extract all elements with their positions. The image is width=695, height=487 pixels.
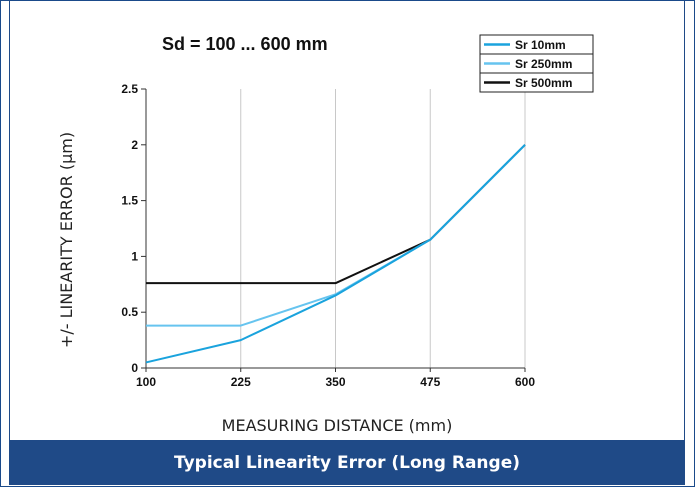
y-tick-label: 0.5 [121, 305, 138, 319]
legend-label: Sr 500mm [515, 76, 572, 90]
series-line-sr-10mm [145, 144, 526, 364]
tick-labels: 0 0.5 1 1.5 2 2.5 100 225 350 475 600 [121, 82, 535, 389]
y-tick-label: 2 [131, 138, 138, 152]
legend-row [479, 72, 594, 93]
y-tick-label: 1.5 [121, 194, 138, 208]
grid [240, 89, 526, 368]
axes [141, 88, 526, 372]
x-tick-label: 100 [136, 375, 156, 389]
legend: Sr 10mm Sr 250mm Sr 500mm [479, 34, 594, 93]
y-tick-label: 0 [131, 361, 138, 375]
x-tick-label: 475 [420, 375, 440, 389]
y-tick-label: 1 [131, 249, 138, 263]
chart-subtitle: Sd = 100 ... 600 mm [162, 34, 328, 54]
x-tick-label: 600 [515, 375, 535, 389]
x-axis-label: MEASURING DISTANCE (mm) [222, 416, 453, 435]
chart-panel [9, 0, 685, 440]
series-lines [145, 144, 526, 364]
x-tick-label: 225 [231, 375, 251, 389]
legend-label: Sr 250mm [515, 57, 572, 71]
linearity-chart: 0 0.5 1 1.5 2 2.5 100 225 350 475 600 Sd = 100 ...… [57, 34, 594, 435]
x-tick-label: 350 [325, 375, 345, 389]
y-tick-label: 2.5 [121, 82, 138, 96]
legend-label: Sr 10mm [515, 38, 566, 52]
chart-caption: Typical Linearity Error (Long Range) [9, 440, 685, 485]
y-axis-label: +/- LINEARITY ERROR (µm) [57, 132, 76, 348]
